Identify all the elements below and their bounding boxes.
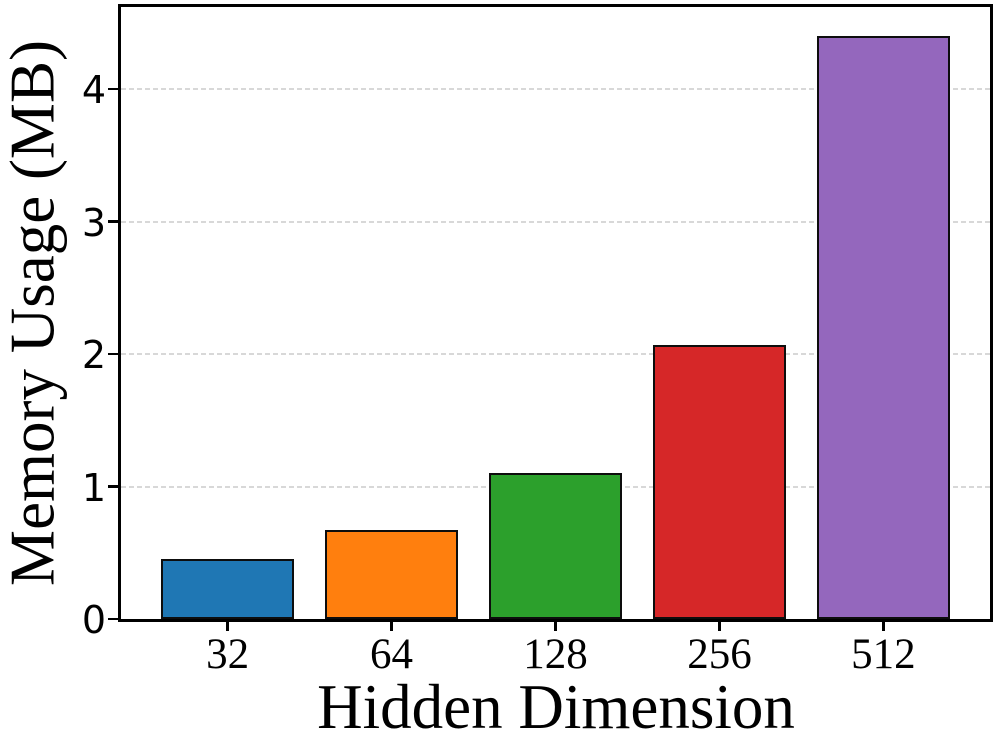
x-axis-label: Hidden Dimension [317,672,795,742]
x-tick-label-512: 512 [851,631,916,678]
gridline-y-4 [121,88,990,91]
x-tick-mark-512 [882,622,885,631]
y-tick-mark-2 [108,352,118,356]
y-tick-label-2: 2 [81,333,106,378]
x-tick-label-32: 32 [206,631,250,678]
gridline-y-3 [121,220,990,223]
y-tick-label-1: 1 [81,465,106,510]
y-tick-label-0: 0 [81,598,106,642]
bar-64 [325,530,458,619]
y-tick-mark-4 [108,87,118,91]
x-tick-mark-256 [718,622,721,631]
x-tick-mark-32 [226,622,229,631]
bar-512 [817,36,950,619]
x-tick-label-256: 256 [687,631,752,678]
y-tick-mark-3 [108,220,118,223]
x-tick-mark-128 [554,622,557,631]
bar-256 [653,345,786,619]
y-tick-mark-1 [108,485,118,488]
bar-128 [489,473,622,619]
plot-area [118,4,993,622]
x-tick-label-64: 64 [370,631,414,678]
x-tick-label-128: 128 [523,631,588,678]
y-tick-mark-0 [108,617,118,621]
gridline-y-2 [121,353,990,356]
x-tick-mark-64 [390,622,393,631]
y-tick-label-4: 4 [81,68,106,113]
bar-32 [161,559,294,619]
y-tick-label-3: 3 [81,200,106,245]
